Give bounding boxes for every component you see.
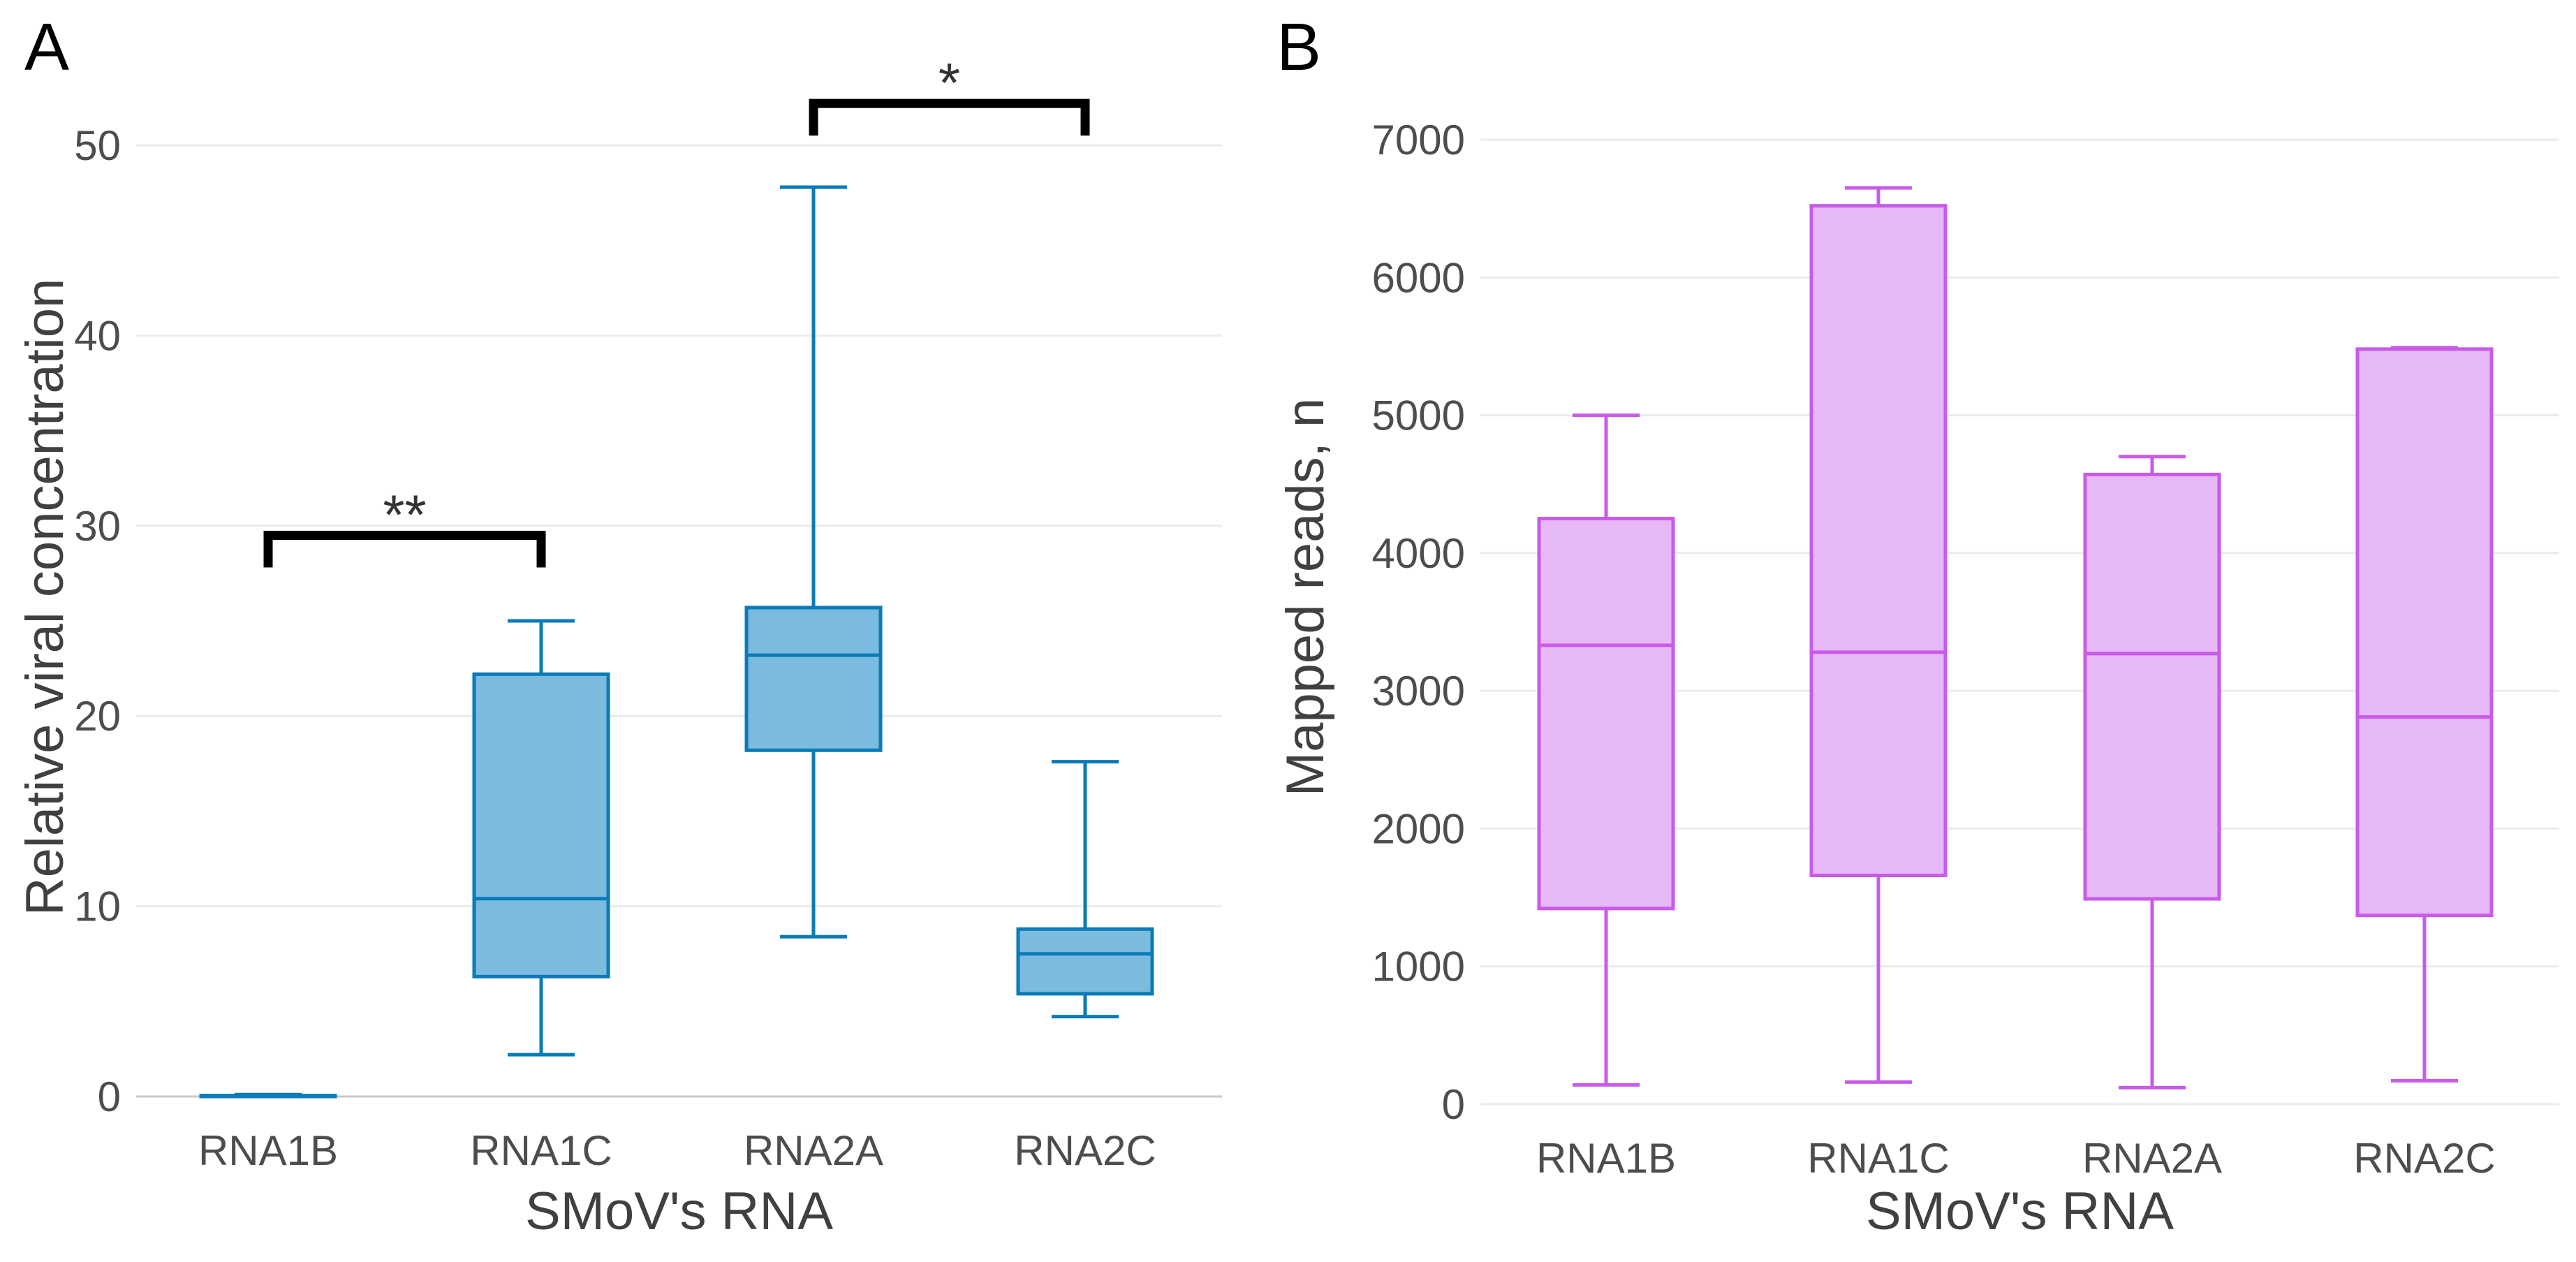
panel-letter: B: [1276, 10, 1321, 85]
x-tick-label: RNA2C: [1014, 1127, 1156, 1174]
box-rna1c: [472, 619, 610, 1057]
x-tick-label: RNA1B: [1536, 1135, 1676, 1182]
significance-bracket: [809, 98, 1090, 136]
x-tick-label: RNA2A: [2082, 1135, 2222, 1182]
y-tick-label: 0: [1442, 1081, 1465, 1128]
box-rna2c: [1016, 760, 1154, 1019]
box-body: [2355, 347, 2494, 918]
box-rna2a: [2083, 455, 2221, 1089]
box-body: [1016, 927, 1154, 996]
y-tick-label: 20: [74, 693, 121, 740]
y-tick-label: 10: [74, 883, 121, 930]
x-tick-label: RNA2A: [744, 1127, 883, 1174]
x-tick-label: RNA1C: [1807, 1135, 1949, 1182]
box-rna2a: [744, 185, 883, 939]
x-tick-label: RNA2C: [2353, 1135, 2495, 1182]
box-body: [2083, 472, 2221, 901]
x-axis-title: SMoV's RNA: [525, 1182, 833, 1241]
significance-label: *: [939, 52, 960, 114]
y-tick-label: 40: [74, 312, 121, 359]
y-tick-label: 3000: [1372, 668, 1465, 714]
y-tick-label: 5000: [1372, 392, 1465, 439]
y-axis-title: Relative viral concentration: [15, 279, 75, 916]
x-tick-label: RNA1B: [198, 1127, 338, 1174]
panel-letter: A: [24, 10, 69, 85]
y-tick-label: 6000: [1372, 254, 1465, 301]
box-rna1b: [1537, 413, 1675, 1087]
box-rna1c: [1809, 186, 1948, 1084]
panel-b: 0 1000 2000 3000 4000 5000 6000 7000 RNA1B RNA1C R…: [1276, 10, 2559, 1241]
y-tick-label: 0: [98, 1073, 121, 1120]
x-axis-title: SMoV's RNA: [1866, 1182, 2174, 1241]
y-tick-label: 2000: [1372, 805, 1465, 852]
box-body: [472, 672, 610, 978]
box-body: [1809, 204, 1948, 878]
box-rna2c: [2355, 346, 2494, 1083]
box-body: [1537, 517, 1675, 911]
y-tick-label: 30: [74, 503, 121, 550]
y-tick-label: 50: [74, 122, 121, 169]
y-tick-label: 4000: [1372, 530, 1465, 577]
box-body: [744, 606, 883, 752]
box-rna1b: [199, 1092, 337, 1099]
x-tick-label: RNA1C: [470, 1127, 612, 1174]
significance-bracket: [263, 530, 546, 568]
y-tick-label: 1000: [1372, 944, 1465, 990]
significance-label: **: [383, 483, 426, 545]
y-tick-label: 7000: [1372, 117, 1465, 163]
y-axis-title: Mapped reads, n: [1276, 398, 1335, 796]
